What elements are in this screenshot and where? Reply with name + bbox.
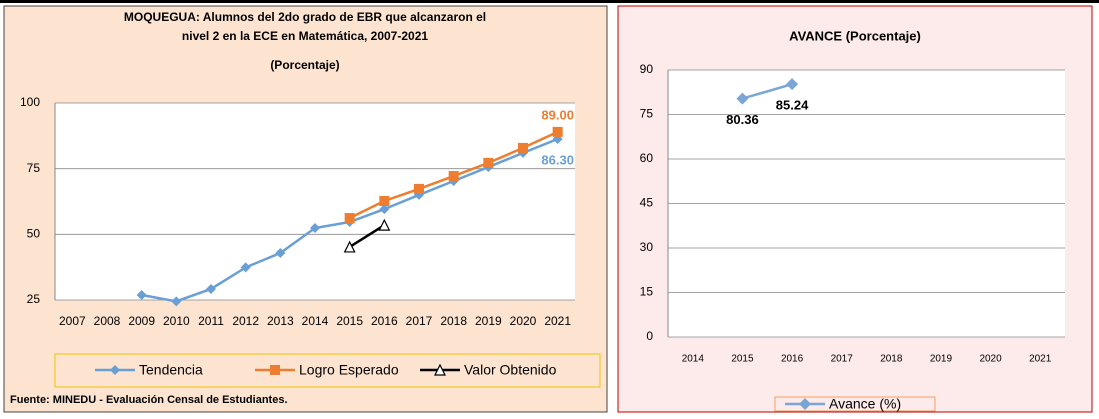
marker: [343, 240, 356, 253]
marker: [552, 126, 563, 137]
marker: [310, 223, 320, 234]
marker: [110, 365, 120, 375]
top-bar: [0, 0, 1099, 3]
x-tick-label: 2007: [59, 314, 86, 328]
source: Fuente: MINEDU - Evaluación Censal de Es…: [10, 394, 288, 406]
y-tick-label: 25: [27, 292, 41, 306]
x-tick-label: 2019: [930, 354, 953, 365]
legend-label: Avance (%): [829, 396, 901, 412]
y-tick-label: 45: [640, 196, 654, 210]
x-tick-label: 2011: [198, 314, 224, 328]
x-tick-label: 2016: [371, 314, 398, 328]
x-tick-label: 2016: [781, 354, 804, 365]
right-legend: [774, 396, 936, 412]
marker: [270, 365, 280, 375]
y-tick-label: 15: [640, 285, 654, 299]
x-tick-label: 2014: [682, 354, 705, 365]
series-line: [349, 224, 385, 248]
chart-title: MOQUEGUA: Alumnos del 2do grado de EBR q…: [124, 10, 486, 24]
y-tick-label: 30: [640, 240, 654, 254]
x-tick-label: 2017: [406, 314, 433, 328]
left-plot-area: [55, 103, 575, 300]
chart-title: nivel 2 en la ECE en Matemática, 2007-20…: [182, 29, 428, 43]
marker: [414, 183, 424, 194]
marker: [136, 290, 147, 301]
x-tick-label: 2020: [510, 314, 537, 328]
x-tick-label: 2008: [94, 314, 121, 328]
marker: [736, 92, 749, 105]
data-label: 80.36: [726, 112, 759, 127]
left-legend: [54, 353, 601, 388]
y-tick-label: 75: [27, 161, 41, 175]
marker: [240, 262, 251, 273]
marker: [379, 204, 390, 215]
marker: [344, 213, 355, 224]
marker: [171, 296, 182, 307]
chart-subtitle: (Porcentaje): [270, 58, 339, 72]
marker: [378, 218, 391, 231]
x-tick-label: 2015: [731, 354, 754, 365]
marker: [786, 78, 799, 91]
marker: [483, 157, 494, 168]
y-tick-label: 90: [640, 62, 654, 76]
x-tick-label: 2009: [128, 314, 155, 328]
x-tick-label: 2018: [440, 314, 467, 328]
data-label: 89.00: [541, 107, 574, 122]
x-tick-label: 2014: [302, 314, 329, 328]
x-tick-label: 2010: [163, 314, 190, 328]
legend-label: Tendencia: [139, 362, 203, 378]
marker: [434, 363, 446, 376]
x-tick-label: 2018: [880, 354, 903, 365]
legend-label: Logro Esperado: [299, 362, 399, 378]
x-tick-label: 2020: [979, 354, 1002, 365]
marker: [275, 247, 286, 258]
y-tick-label: 60: [640, 151, 654, 165]
x-tick-label: 2015: [336, 314, 363, 328]
x-tick-label: 2012: [232, 314, 259, 328]
legend-label: Valor Obtenido: [464, 362, 557, 378]
y-tick-label: 75: [640, 107, 654, 121]
x-tick-label: 2013: [267, 314, 294, 328]
data-label: 85.24: [776, 98, 809, 113]
y-tick-label: 0: [646, 329, 653, 343]
series-line: [742, 82, 793, 100]
chart-title: AVANCE (Porcentaje): [789, 28, 921, 43]
x-tick-label: 2021: [1029, 354, 1052, 365]
marker: [799, 398, 811, 410]
marker: [448, 171, 459, 182]
y-tick-label: 50: [27, 227, 41, 241]
x-tick-label: 2019: [475, 314, 502, 328]
x-tick-label: 2017: [831, 354, 854, 365]
marker: [518, 142, 528, 153]
y-tick-label: 100: [20, 95, 40, 109]
x-tick-label: 2021: [544, 314, 571, 328]
data-label: 86.30: [541, 152, 574, 167]
marker: [379, 195, 390, 206]
marker: [206, 283, 216, 294]
